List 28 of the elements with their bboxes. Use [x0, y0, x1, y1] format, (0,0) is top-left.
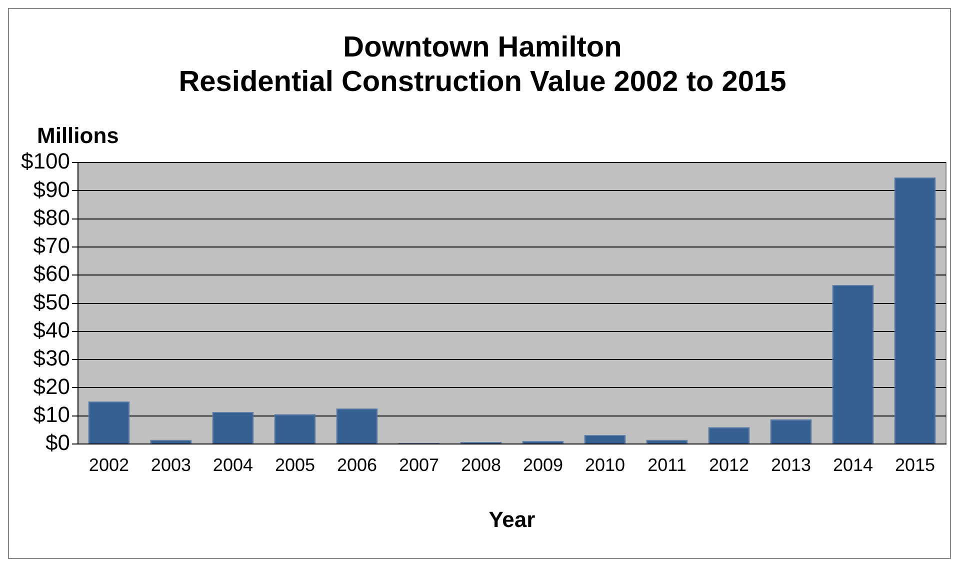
x-tick-label: 2007 [398, 454, 439, 475]
y-tick-label: $20 [33, 374, 70, 399]
x-tick-label: 2006 [336, 454, 377, 475]
x-tick-label: 2008 [460, 454, 501, 475]
x-tick-label: 2003 [150, 454, 191, 475]
x-tick-label: 2014 [832, 454, 874, 475]
y-tick-label: $80 [33, 204, 70, 230]
x-tick-label: 2010 [584, 454, 625, 475]
y-tick-label: $70 [33, 233, 70, 258]
x-tick-label: 2009 [522, 454, 563, 475]
y-tick-label: $90 [33, 176, 70, 202]
y-tick-label: $0 [45, 430, 70, 456]
y-tick-label: $60 [33, 261, 70, 286]
y-axis-title: Millions [37, 123, 119, 148]
x-tick-label: 2004 [212, 454, 253, 475]
chart-title: Downtown Hamilton Residential Construction Value 2002 to 2015 [178, 31, 786, 98]
x-tick-label: 2005 [274, 454, 315, 475]
y-tick-label: $100 [20, 148, 70, 174]
y-tick-label: $40 [33, 318, 70, 343]
y-tick-label: $10 [33, 402, 70, 427]
y-tick-label: $50 [33, 289, 70, 314]
x-tick-label: 2013 [770, 454, 812, 475]
x-tick-label: 2002 [88, 454, 129, 475]
x-tick-label: 2012 [708, 454, 750, 475]
x-axis-title: Year [488, 506, 536, 532]
y-tick-label: $30 [33, 346, 70, 371]
x-tick-label: 2015 [894, 454, 936, 475]
x-tick-label: 2011 [648, 454, 686, 475]
